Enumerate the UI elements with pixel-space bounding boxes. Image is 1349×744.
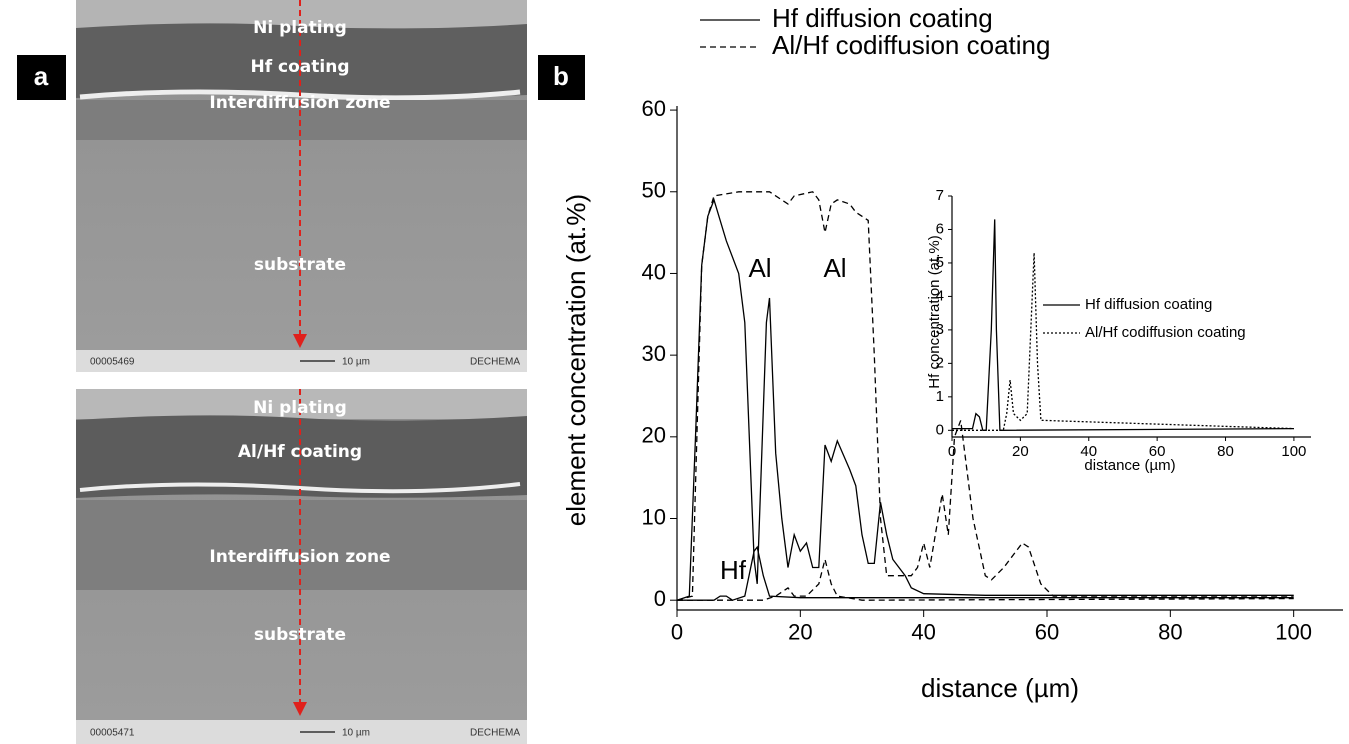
footer-text: 00005469 bbox=[90, 357, 135, 368]
x-tick-label: 80 bbox=[1217, 443, 1234, 460]
y-tick-label: 0 bbox=[654, 586, 666, 611]
x-tick-label: 40 bbox=[1080, 443, 1097, 460]
x-tick-label: 80 bbox=[1158, 619, 1182, 644]
y-tick-label: 0 bbox=[936, 421, 944, 438]
y-tick-label: 2 bbox=[936, 354, 944, 371]
coating-layer bbox=[76, 415, 527, 498]
legend-label: Al/Hf codiffusion coating bbox=[772, 30, 1050, 60]
y-tick-label: 30 bbox=[642, 341, 666, 366]
y-tick-label: 7 bbox=[936, 187, 944, 204]
micrograph: Ni plating Al/Hf coating Interdiffusion … bbox=[76, 389, 527, 744]
footer-text: 00005471 bbox=[90, 728, 135, 739]
footer-text: 10 µm bbox=[342, 728, 370, 739]
y-axis-label: Hf concentration (at.%) bbox=[926, 235, 943, 388]
annotation: Hf bbox=[720, 555, 747, 585]
layer-label: Hf coating bbox=[251, 57, 350, 77]
layer-label: substrate bbox=[254, 625, 346, 645]
data-line bbox=[677, 545, 1294, 601]
layer-label: Interdiffusion zone bbox=[209, 547, 390, 567]
x-tick-label: 20 bbox=[1012, 443, 1029, 460]
data-line bbox=[952, 252, 1294, 431]
ni-layer bbox=[76, 389, 527, 419]
y-tick-label: 60 bbox=[642, 96, 666, 121]
annotation: Al bbox=[823, 253, 846, 283]
x-tick-label: 40 bbox=[911, 619, 935, 644]
footer-text: 10 µm bbox=[342, 357, 370, 368]
x-tick-label: 0 bbox=[671, 619, 683, 644]
x-tick-label: 20 bbox=[788, 619, 812, 644]
panel-label: a bbox=[34, 61, 49, 91]
panel-label-box bbox=[538, 55, 585, 100]
y-axis-label: element concentration (at.%) bbox=[561, 194, 591, 526]
data-line bbox=[676, 197, 1294, 601]
footer-text: DECHEMA bbox=[470, 728, 520, 739]
y-tick-label: 6 bbox=[936, 220, 944, 237]
y-tick-label: 50 bbox=[642, 178, 666, 203]
x-tick-label: 60 bbox=[1149, 443, 1166, 460]
panel-label: b bbox=[553, 61, 569, 91]
legend-label: Hf diffusion coating bbox=[1085, 296, 1212, 313]
x-axis-label: distance (µm) bbox=[1084, 457, 1175, 474]
coating-layer bbox=[76, 23, 527, 98]
arrow-head bbox=[293, 702, 307, 716]
layer-label: Ni plating bbox=[253, 18, 347, 38]
y-tick-label: 10 bbox=[642, 504, 666, 529]
data-line bbox=[676, 191, 1294, 601]
ni-layer bbox=[76, 0, 527, 28]
x-tick-label: 60 bbox=[1035, 619, 1059, 644]
legend-label: Hf diffusion coating bbox=[772, 3, 993, 33]
y-tick-label: 40 bbox=[642, 259, 666, 284]
x-tick-label: 100 bbox=[1281, 443, 1306, 460]
data-line bbox=[952, 219, 1294, 431]
layer-label: Al/Hf coating bbox=[238, 442, 362, 462]
x-axis-label: distance (µm) bbox=[921, 673, 1079, 703]
layer-label: substrate bbox=[254, 255, 346, 275]
micrograph: Ni plating Hf coating Interdiffusion zon… bbox=[76, 0, 527, 372]
annotation: Al bbox=[748, 253, 771, 283]
arrow-head bbox=[293, 334, 307, 348]
bright-phase bbox=[79, 482, 521, 494]
y-tick-label: 3 bbox=[936, 321, 944, 338]
layer-label: Ni plating bbox=[253, 398, 347, 418]
interdiffusion-region bbox=[76, 100, 527, 140]
layer-label: Interdiffusion zone bbox=[209, 93, 390, 113]
x-tick-label: 100 bbox=[1275, 619, 1312, 644]
legend-label: Al/Hf codiffusion coating bbox=[1085, 324, 1246, 341]
y-tick-label: 1 bbox=[936, 388, 944, 405]
y-tick-label: 4 bbox=[936, 287, 944, 304]
y-tick-label: 20 bbox=[642, 423, 666, 448]
y-tick-label: 5 bbox=[936, 254, 944, 271]
data-line bbox=[677, 559, 1294, 601]
x-tick-label: 0 bbox=[948, 443, 956, 460]
interdiffusion-region bbox=[76, 500, 527, 590]
panel-label-box bbox=[17, 55, 66, 100]
footer-text: DECHEMA bbox=[470, 357, 520, 368]
